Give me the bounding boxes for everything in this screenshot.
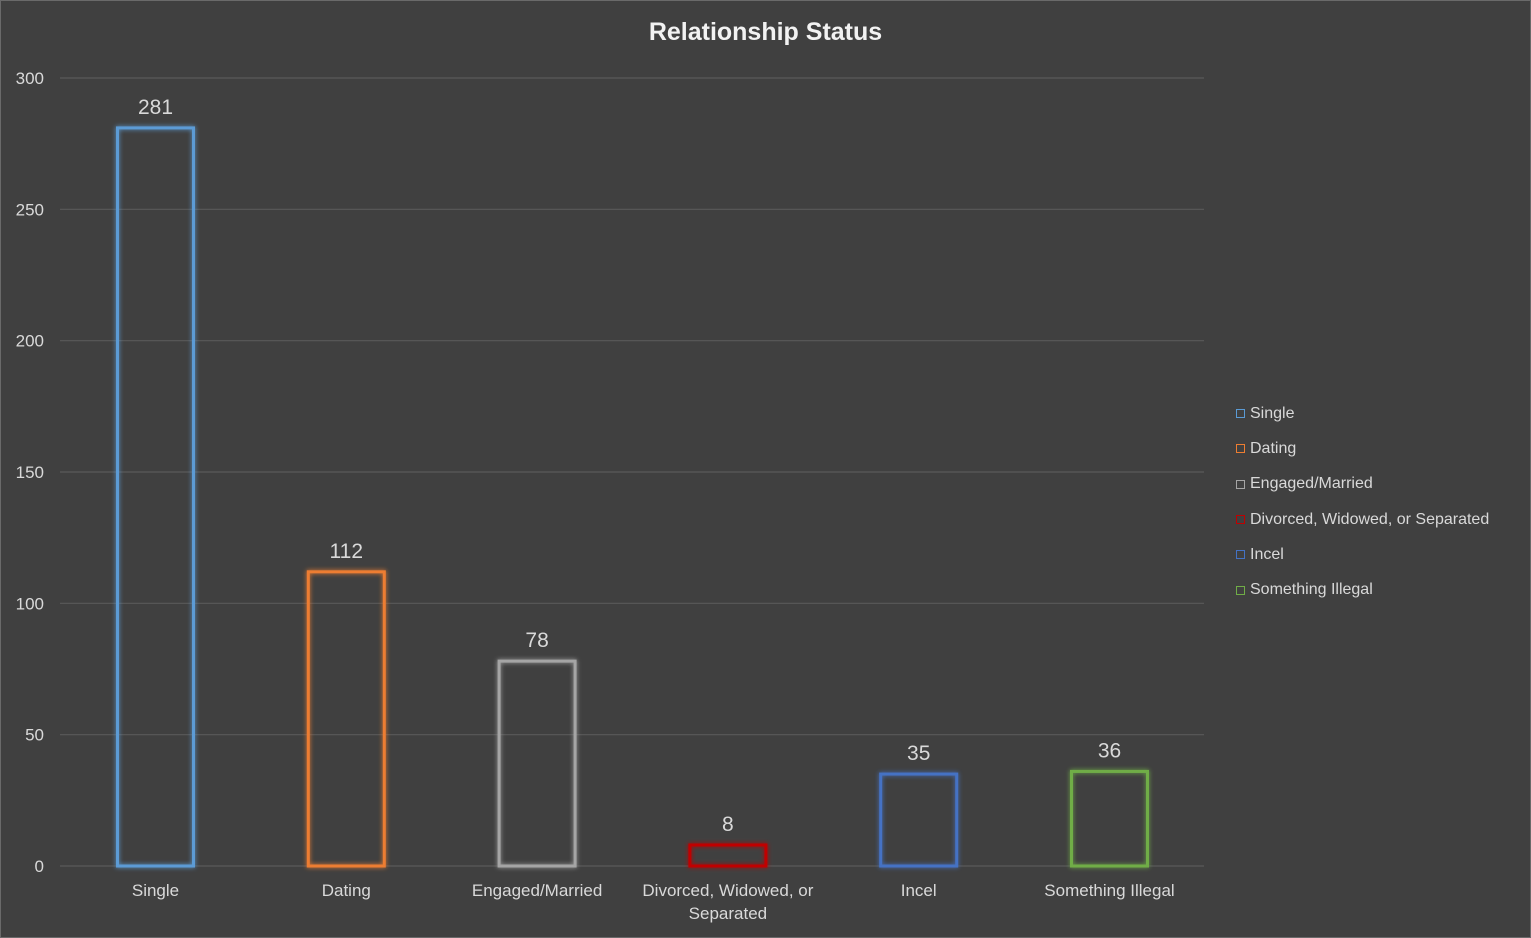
legend-item: Single bbox=[1236, 396, 1526, 431]
legend-swatch bbox=[1236, 550, 1245, 560]
legend-swatch bbox=[1236, 585, 1245, 595]
data-label: 78 bbox=[525, 629, 548, 652]
legend-swatch bbox=[1236, 515, 1245, 525]
x-axis-tick-labels: Single Dating Engaged/Married Divorced, Wid… bbox=[132, 881, 1175, 923]
legend-label: Divorced, Widowed, or Separated bbox=[1250, 510, 1490, 528]
data-label: 35 bbox=[907, 742, 930, 765]
y-tick-label: 150 bbox=[16, 463, 44, 482]
x-tick-label: Incel bbox=[901, 881, 937, 900]
data-label: 281 bbox=[138, 96, 173, 119]
gridlines bbox=[60, 77, 1204, 867]
x-tick-label: Divorced, Widowed, or Separated bbox=[642, 881, 813, 923]
legend: Single Dating Engaged/Married Divorced, Wid… bbox=[1236, 396, 1526, 608]
y-tick-label: 300 bbox=[16, 69, 44, 88]
legend-label: Single bbox=[1250, 404, 1295, 422]
bar bbox=[497, 659, 577, 868]
y-tick-label: 50 bbox=[25, 726, 44, 745]
legend-item: Divorced, Widowed, or Separated bbox=[1236, 502, 1526, 537]
x-tick-label: Dating bbox=[322, 881, 371, 900]
data-labels: 281 112 78 8 35 36 bbox=[138, 96, 1121, 836]
data-label: 112 bbox=[330, 540, 363, 563]
bar bbox=[688, 843, 768, 868]
legend-swatch bbox=[1236, 409, 1245, 419]
data-label: 36 bbox=[1098, 739, 1121, 762]
bar bbox=[1070, 769, 1149, 868]
bar bbox=[879, 772, 959, 868]
y-tick-label: 0 bbox=[35, 857, 44, 876]
x-tick-label: Single bbox=[132, 881, 179, 900]
legend-item: Dating bbox=[1236, 431, 1526, 466]
legend-label: Dating bbox=[1250, 439, 1297, 457]
data-label: 8 bbox=[722, 813, 734, 836]
y-tick-label: 100 bbox=[16, 594, 44, 613]
x-tick-label: Engaged/Married bbox=[472, 881, 602, 900]
y-tick-label: 200 bbox=[16, 332, 44, 351]
chart-title: Relationship Status bbox=[648, 18, 883, 46]
legend-label: Incel bbox=[1250, 545, 1284, 563]
x-tick-label: Something Illegal bbox=[1044, 881, 1174, 900]
bar bbox=[306, 570, 386, 868]
legend-label: Engaged/Married bbox=[1250, 475, 1373, 493]
legend-item: Engaged/Married bbox=[1236, 467, 1526, 502]
legend-swatch bbox=[1236, 444, 1245, 454]
legend-label: Something Illegal bbox=[1250, 581, 1373, 599]
bars bbox=[116, 126, 1149, 868]
legend-swatch bbox=[1236, 479, 1245, 489]
legend-item: Something Illegal bbox=[1236, 572, 1526, 607]
legend-item: Incel bbox=[1236, 537, 1526, 572]
y-tick-label: 250 bbox=[16, 200, 44, 219]
bar bbox=[116, 126, 195, 868]
y-axis-tick-labels: 0 50 100 150 200 250 300 bbox=[16, 69, 44, 876]
